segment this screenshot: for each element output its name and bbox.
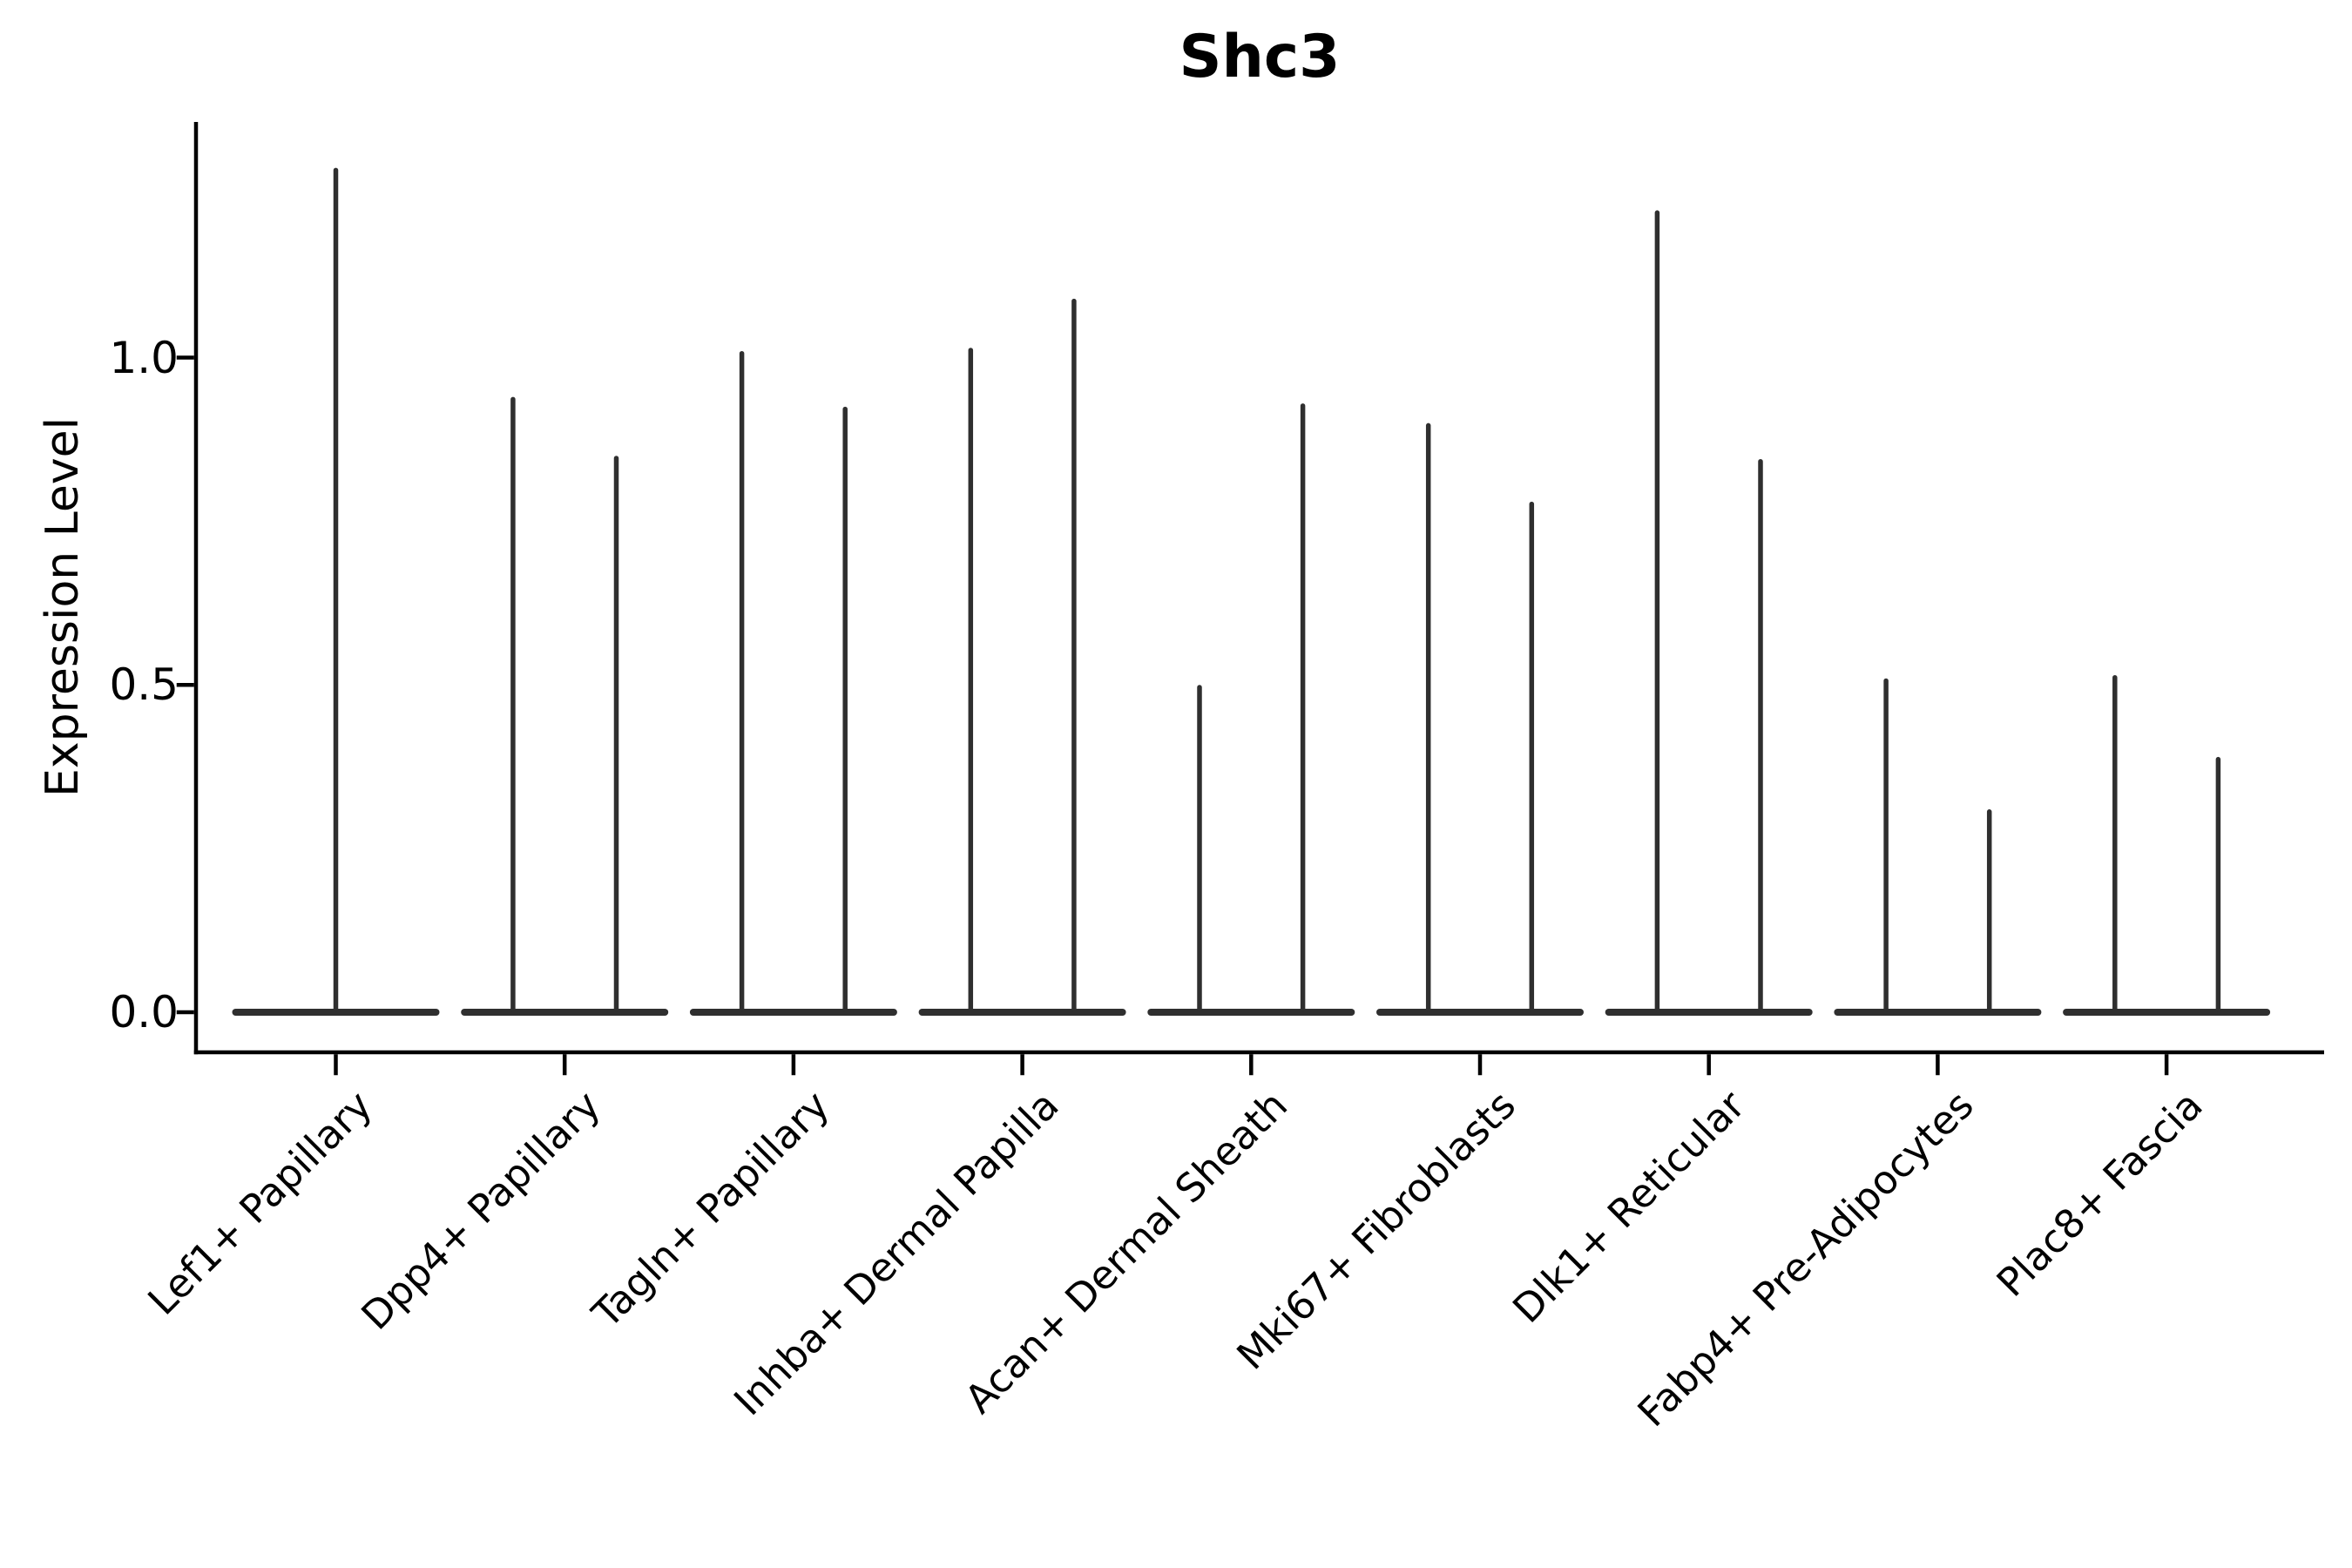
y-tick-mark <box>176 355 194 360</box>
violin-spike <box>842 406 848 1012</box>
violin-spike <box>1758 458 1763 1012</box>
x-tick-mark <box>791 1054 796 1076</box>
x-tick-mark <box>2164 1054 2169 1076</box>
violin-spike <box>1654 210 1660 1013</box>
violin-spike <box>1300 403 1306 1013</box>
violin-spike <box>1071 298 1077 1012</box>
y-axis-spine <box>193 122 199 1055</box>
violin-spike <box>739 350 745 1012</box>
violin-spike <box>333 167 339 1012</box>
x-tick-mark <box>1249 1054 1254 1076</box>
x-tick-mark <box>1020 1054 1024 1076</box>
violin-base <box>461 1009 669 1016</box>
violin-base <box>2063 1009 2271 1016</box>
violin-base <box>918 1009 1126 1016</box>
violin-base <box>1834 1009 2042 1016</box>
x-tick-mark <box>1477 1054 1483 1076</box>
x-axis-spine <box>193 1050 2324 1055</box>
violin-spike <box>1986 809 1992 1012</box>
violin-spike <box>1425 422 1431 1012</box>
violin-spike <box>1883 678 1889 1012</box>
y-tick-label: 0.0 <box>109 987 179 1037</box>
y-tick-label: 1.0 <box>109 332 179 383</box>
y-tick-mark <box>176 1010 194 1015</box>
violin-base <box>1376 1009 1584 1016</box>
x-tick-mark <box>562 1054 567 1076</box>
y-tick-label: 0.5 <box>109 659 179 711</box>
x-tick-mark <box>1936 1054 1940 1076</box>
violin-spike <box>2215 756 2221 1012</box>
x-tick-mark <box>1707 1054 1711 1076</box>
x-tick-mark <box>334 1054 338 1076</box>
chart-title: Shc3 <box>1179 23 1341 91</box>
violin-spike <box>613 456 619 1012</box>
violin-base <box>1147 1009 1355 1016</box>
violin-spike <box>968 348 974 1012</box>
violin-spike <box>1529 501 1535 1012</box>
violin-spike <box>510 396 516 1013</box>
y-tick-mark <box>176 683 194 687</box>
violin-spike <box>1197 685 1202 1012</box>
violin-spike <box>2112 674 2118 1012</box>
violin-base <box>689 1009 897 1016</box>
violin-base <box>1605 1009 1813 1016</box>
